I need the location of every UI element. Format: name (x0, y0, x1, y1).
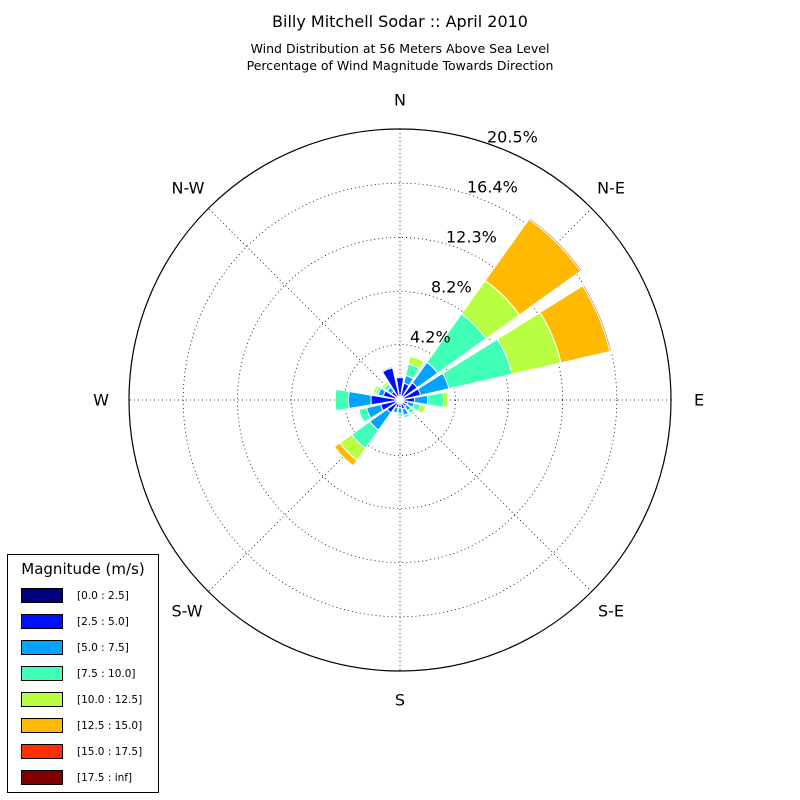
legend-swatch (21, 666, 63, 681)
wind-wedge (407, 355, 425, 370)
direction-label-se: S-E (597, 601, 625, 621)
direction-label-ne: N-E (597, 178, 625, 198)
legend-label: [2.5 : 5.0] (77, 616, 129, 628)
legend-swatch (21, 770, 63, 785)
legend-swatch (21, 588, 63, 603)
grid-circle (344, 344, 456, 456)
wind-wedge (528, 217, 583, 272)
radial-tick-label: 16.4% (467, 177, 518, 197)
wind-wedge (406, 406, 415, 415)
radial-tick-label: 8.2% (431, 277, 472, 297)
radial-tick-label: 4.2% (410, 327, 451, 347)
wind-wedge (402, 412, 411, 419)
legend-label: [12.5 : 15.0] (77, 720, 143, 732)
legend-item: [10.0 : 12.5] (8, 692, 158, 712)
direction-label-nw: N-W (171, 178, 205, 198)
radial-tick-label: 20.5% (487, 127, 538, 147)
legend: Magnitude (m/s) [0.0 : 2.5] [2.5 : 5.0] … (7, 554, 159, 793)
wind-wedge (582, 284, 612, 353)
wind-wedge (347, 390, 372, 410)
wind-wedge (381, 381, 390, 390)
legend-swatch (21, 614, 63, 629)
wind-wedge (381, 365, 394, 373)
legend-item: [5.0 : 7.5] (8, 640, 158, 660)
direction-label-n: N (394, 90, 406, 110)
wind-wedge (442, 391, 449, 409)
legend-item: [15.0 : 17.5] (8, 744, 158, 764)
polar-frame (128, 128, 672, 672)
radial-tick-label: 12.3% (446, 227, 497, 247)
chart-subtitle-line-2: Percentage of Wind Magnitude Towards Dir… (246, 58, 554, 73)
wind-wedge (395, 375, 405, 379)
legend-swatch (21, 692, 63, 707)
wind-wedge (358, 407, 372, 424)
legend-label: [17.5 : inf] (77, 772, 133, 784)
grid-circle (182, 182, 618, 618)
wind-wedge (372, 384, 380, 395)
direction-label-w: W (93, 390, 109, 410)
wind-wedge (413, 394, 429, 406)
direction-label-sw: S-W (171, 601, 203, 621)
wind-wedge (391, 410, 398, 415)
chart-title: Billy Mitchell Sodar :: April 2010 (272, 12, 528, 31)
legend-swatch (21, 718, 63, 733)
legend-item: [0.0 : 2.5] (8, 588, 158, 608)
wind-wedge (426, 392, 445, 408)
legend-item: [7.5 : 10.0] (8, 666, 158, 686)
legend-title: Magnitude (m/s) (21, 560, 145, 578)
wind-wedge (334, 388, 350, 412)
legend-label: [7.5 : 10.0] (77, 668, 136, 680)
wind-wedge (333, 442, 358, 467)
legend-label: [0.0 : 2.5] (77, 590, 129, 602)
grid-circle (291, 291, 509, 509)
legend-swatch (21, 640, 63, 655)
legend-swatch (21, 744, 63, 759)
legend-item: [2.5 : 5.0] (8, 614, 158, 634)
direction-label-s: S (394, 690, 406, 710)
legend-label: [15.0 : 17.5] (77, 746, 143, 758)
direction-label-e: E (693, 390, 705, 410)
wind-wedge (396, 412, 404, 417)
legend-item: [12.5 : 15.0] (8, 718, 158, 738)
legend-label: [10.0 : 12.5] (77, 694, 143, 706)
wind-wedge (417, 404, 427, 415)
legend-item: [17.5 : inf] (8, 770, 158, 790)
chart-subtitle-line-1: Wind Distribution at 56 Meters Above Sea… (250, 41, 550, 56)
legend-label: [5.0 : 7.5] (77, 642, 129, 654)
